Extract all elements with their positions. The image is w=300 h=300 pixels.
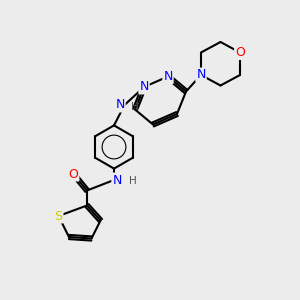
Text: N: N (115, 98, 125, 112)
Text: N: N (196, 68, 206, 82)
Text: O: O (235, 46, 245, 59)
Text: S: S (55, 209, 62, 223)
Text: N: N (139, 80, 149, 94)
Text: N: N (163, 70, 173, 83)
Text: O: O (69, 167, 78, 181)
Text: H: H (131, 101, 139, 112)
Text: H: H (129, 176, 137, 187)
Text: N: N (112, 173, 122, 187)
